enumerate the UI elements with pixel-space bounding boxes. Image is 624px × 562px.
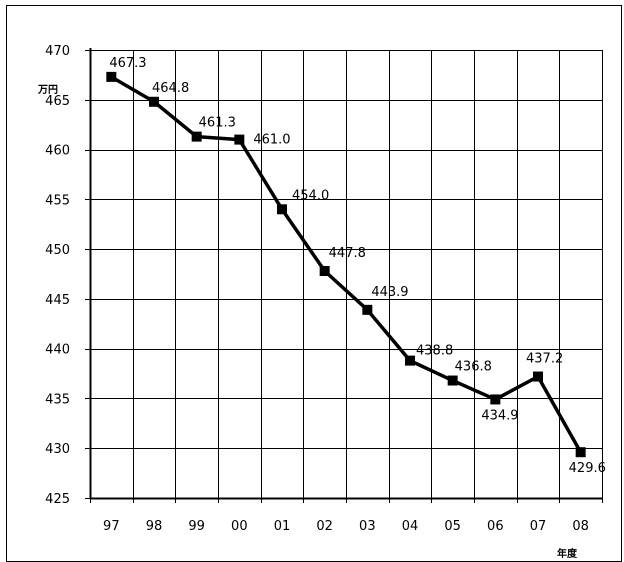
data-label: 434.9 <box>481 408 518 423</box>
data-label: 429.6 <box>569 461 606 476</box>
series-line <box>110 75 583 454</box>
y-tick-label: 470 <box>45 44 70 59</box>
data-label: 447.8 <box>329 246 366 261</box>
data-label: 461.3 <box>199 116 236 131</box>
data-label: 467.3 <box>109 56 146 71</box>
data-point-marker <box>362 304 373 315</box>
data-label: 436.8 <box>455 360 492 375</box>
x-tick-label: 05 <box>444 519 461 534</box>
y-axis-unit: 万円 <box>37 84 58 96</box>
data-point-marker <box>234 134 245 145</box>
y-tick-label: 440 <box>45 343 70 358</box>
data-label: 443.9 <box>371 285 408 300</box>
data-point-marker <box>533 371 543 382</box>
y-tick-label: 445 <box>45 293 70 308</box>
chart-frame <box>6 5 622 562</box>
x-tick-label: 07 <box>530 519 547 534</box>
x-tick-label: 02 <box>316 519 333 534</box>
data-point-marker <box>575 447 586 458</box>
data-point-marker <box>405 355 415 366</box>
data-labels: 467.3 464.8 461.3 461.0 454.0 447.8 443.9 438.8… <box>109 56 606 476</box>
data-point-marker <box>490 394 501 405</box>
data-point-marker <box>191 131 202 142</box>
y-tick-label: 465 <box>45 94 70 109</box>
data-point-marker <box>277 204 287 215</box>
y-tick-label: 455 <box>45 193 70 208</box>
y-tick-label: 425 <box>45 492 70 507</box>
y-tick-label: 430 <box>45 442 70 457</box>
x-tick-label: 97 <box>103 519 120 534</box>
data-label: 438.8 <box>416 344 453 359</box>
data-label: 454.0 <box>292 188 329 203</box>
data-point-marker <box>319 266 330 277</box>
data-point-marker <box>149 96 159 107</box>
y-tick-labels: 425 430 435 440 445 450 455 460 465 470 <box>45 44 70 507</box>
x-tick-label: 99 <box>188 519 205 534</box>
x-tick-label: 01 <box>274 519 291 534</box>
series <box>106 71 586 458</box>
x-tick-label: 06 <box>487 519 504 534</box>
x-tick-label: 00 <box>231 519 248 534</box>
x-tick-label: 04 <box>402 519 419 534</box>
data-label: 461.0 <box>253 133 290 148</box>
data-label: 437.2 <box>526 352 563 367</box>
data-point-marker <box>447 375 458 386</box>
data-label: 464.8 <box>152 81 189 96</box>
x-tick-label: 98 <box>146 519 163 534</box>
y-tick-label: 435 <box>45 392 70 407</box>
x-tick-labels: 97 98 99 00 01 02 03 04 05 06 07 08 <box>103 519 589 534</box>
x-tick-label: 03 <box>359 519 376 534</box>
y-tick-label: 460 <box>45 144 70 159</box>
x-axis-unit: 年度 <box>557 547 578 560</box>
data-point-marker <box>106 71 117 82</box>
axes <box>85 48 603 503</box>
x-tick-label: 08 <box>572 519 589 534</box>
y-tick-label: 450 <box>45 243 70 258</box>
